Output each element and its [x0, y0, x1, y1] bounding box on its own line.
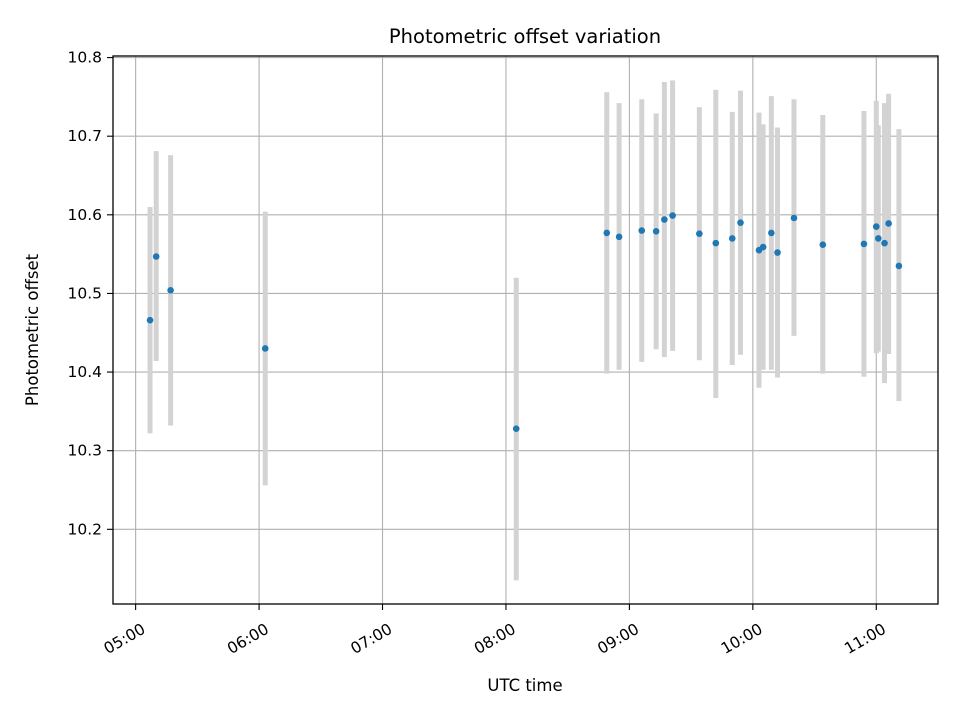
data-point	[819, 241, 827, 248]
data-point	[146, 316, 154, 324]
x-axis-label: UTC time	[487, 676, 562, 695]
y-tick-label: 10.7	[67, 127, 102, 145]
data-point	[261, 345, 269, 352]
y-axis: 10.2 10.3 10.4 10.5 10.6 10.7 10.8	[67, 49, 113, 538]
data-point	[759, 243, 767, 251]
data-points	[146, 212, 903, 432]
y-tick-label: 10.5	[67, 284, 102, 302]
data-point	[860, 240, 868, 248]
grid	[113, 56, 938, 604]
data-point	[652, 228, 660, 235]
data-point	[615, 233, 623, 241]
data-point	[774, 249, 781, 256]
data-point	[728, 235, 736, 242]
data-point	[661, 216, 668, 223]
y-tick-label: 10.6	[67, 206, 102, 224]
data-point	[790, 214, 798, 222]
data-point	[872, 223, 880, 230]
chart-title: Photometric offset variation	[389, 25, 661, 48]
data-point	[712, 239, 720, 247]
data-point	[875, 235, 882, 242]
data-point	[881, 239, 888, 247]
data-point	[512, 425, 520, 432]
data-point	[895, 262, 903, 270]
data-point	[885, 220, 892, 227]
y-tick-label: 10.4	[67, 363, 102, 381]
data-point	[737, 219, 744, 226]
data-point	[638, 227, 646, 234]
y-axis-label: Photometric offset	[23, 253, 42, 406]
y-tick-label: 10.2	[67, 520, 102, 538]
data-point	[152, 253, 160, 260]
data-point	[603, 229, 611, 237]
data-point	[669, 212, 676, 219]
y-tick-label: 10.3	[67, 442, 102, 460]
data-point	[167, 286, 174, 294]
y-tick-label: 10.8	[67, 49, 102, 67]
plot-frame	[112, 55, 939, 605]
data-point	[768, 229, 775, 237]
data-point	[696, 230, 703, 237]
